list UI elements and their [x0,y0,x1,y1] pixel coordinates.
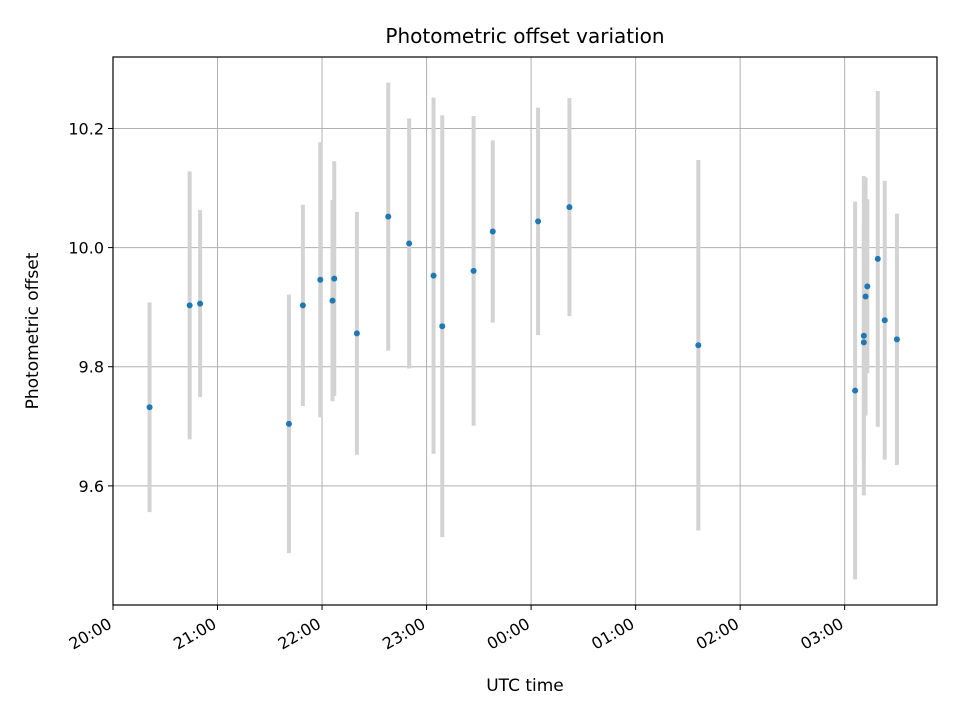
data-point [874,255,881,262]
data-point [186,302,193,309]
data-point [489,228,496,235]
data-point [439,323,446,330]
chart-title: Photometric offset variation [385,24,664,48]
data-point [893,336,900,343]
data-point [197,300,204,307]
data-point [566,204,573,211]
y-tick-label: 9.8 [79,358,104,377]
data-point [317,276,324,283]
data-point [881,317,888,324]
data-point [852,387,859,394]
plot-frame [112,56,938,606]
data-point [353,330,360,337]
data-point [146,404,153,411]
data-point [864,283,871,290]
y-axis: 9.6 9.8 10.0 10.2 [68,119,113,496]
data-point [470,267,477,274]
x-axis-label: UTC time [486,676,564,696]
data-points [146,204,900,427]
data-point [406,240,413,247]
data-point [331,275,338,282]
y-tick-label: 10.0 [68,239,104,258]
data-point [860,339,867,346]
data-point [329,297,336,304]
data-point [535,218,542,225]
data-point [385,213,392,220]
data-point [285,420,292,427]
data-point [695,342,702,349]
y-tick-label: 10.2 [68,119,104,138]
data-point [862,293,869,300]
y-axis-label: Photometric offset [23,252,43,409]
data-point [430,272,437,279]
data-point [299,302,306,309]
y-tick-label: 9.6 [79,477,104,496]
data-point [860,332,867,339]
